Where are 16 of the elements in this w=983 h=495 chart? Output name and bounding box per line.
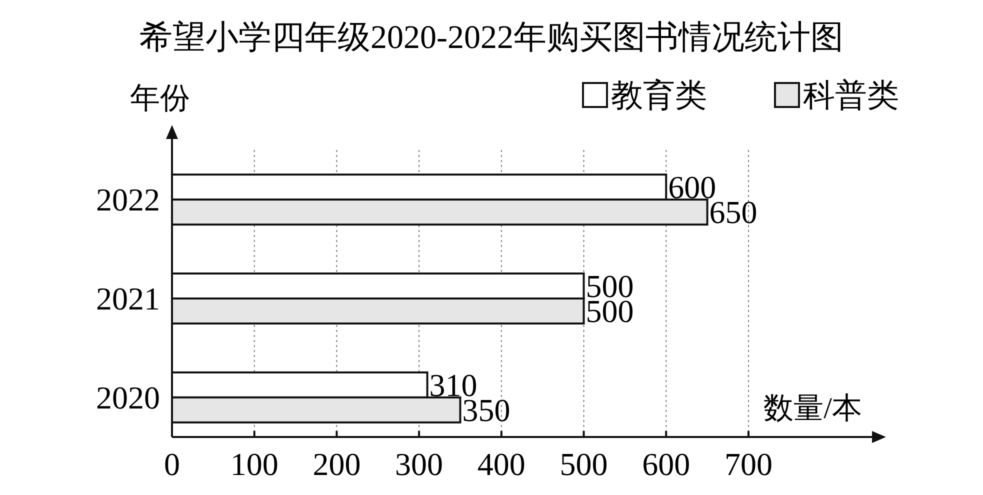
y-tick-label: 2022 [96, 182, 160, 218]
x-tick-label: 600 [642, 446, 690, 482]
x-tick-label: 300 [395, 446, 444, 482]
x-axis-title: 数量/本 [764, 392, 862, 425]
x-tick-label: 100 [230, 446, 278, 482]
y-tick-label: 2021 [96, 280, 160, 316]
x-tick-label: 200 [312, 446, 361, 482]
y-axis-title: 年份 [130, 82, 190, 115]
legend-label: 教育类 [611, 77, 707, 113]
x-tick-label: 500 [560, 446, 608, 482]
x-tick-label: 700 [724, 446, 772, 482]
chart-title: 希望小学四年级2020-2022年购买图书情况统计图 [140, 20, 844, 56]
x-tick-label: 0 [164, 446, 180, 482]
legend-label: 科普类 [803, 77, 899, 113]
y-tick-label: 2020 [96, 379, 160, 416]
x-tick-label: 400 [477, 446, 526, 482]
